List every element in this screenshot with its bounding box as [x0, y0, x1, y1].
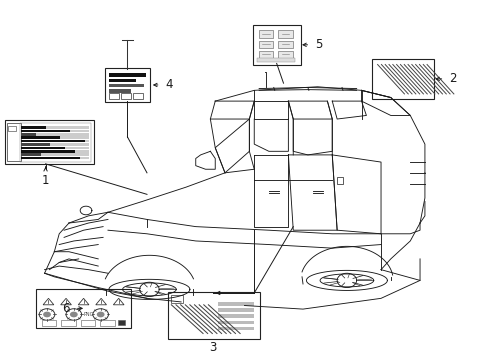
Text: 4: 4: [165, 78, 173, 91]
Bar: [217, 315, 254, 318]
Bar: [118, 320, 125, 325]
FancyBboxPatch shape: [371, 59, 433, 99]
FancyBboxPatch shape: [6, 123, 21, 161]
Bar: [21, 147, 65, 149]
Circle shape: [43, 312, 51, 318]
Bar: [21, 130, 89, 132]
Circle shape: [70, 312, 78, 318]
Bar: [21, 150, 89, 153]
Bar: [21, 147, 89, 149]
FancyBboxPatch shape: [278, 41, 292, 48]
FancyBboxPatch shape: [278, 50, 292, 58]
FancyBboxPatch shape: [8, 126, 16, 131]
Bar: [21, 136, 60, 139]
FancyBboxPatch shape: [133, 93, 143, 99]
FancyBboxPatch shape: [109, 93, 119, 99]
Bar: [217, 327, 254, 330]
Bar: [217, 309, 254, 312]
Circle shape: [97, 312, 104, 318]
Text: 6: 6: [62, 302, 70, 315]
FancyBboxPatch shape: [278, 31, 292, 39]
FancyBboxPatch shape: [258, 41, 273, 48]
Bar: [21, 133, 36, 135]
Text: 5: 5: [315, 38, 322, 51]
Bar: [257, 58, 295, 62]
Bar: [21, 136, 89, 139]
FancyBboxPatch shape: [121, 93, 131, 99]
Text: 2: 2: [448, 72, 456, 85]
Bar: [21, 153, 89, 156]
FancyBboxPatch shape: [41, 320, 56, 325]
FancyBboxPatch shape: [252, 25, 300, 64]
Bar: [21, 130, 70, 132]
Text: PNG: PNG: [83, 312, 94, 317]
Bar: [21, 143, 50, 146]
Bar: [217, 302, 254, 306]
Bar: [109, 84, 143, 87]
FancyBboxPatch shape: [100, 320, 115, 325]
Bar: [109, 78, 136, 82]
Bar: [21, 126, 89, 129]
Bar: [21, 140, 84, 142]
FancyBboxPatch shape: [258, 50, 273, 58]
Bar: [21, 157, 80, 159]
FancyBboxPatch shape: [81, 320, 95, 325]
FancyBboxPatch shape: [170, 295, 182, 303]
Bar: [109, 73, 146, 77]
Bar: [21, 150, 75, 153]
FancyBboxPatch shape: [5, 121, 94, 164]
FancyBboxPatch shape: [336, 177, 343, 184]
Bar: [109, 89, 131, 93]
Bar: [21, 126, 45, 129]
FancyBboxPatch shape: [36, 289, 131, 328]
FancyBboxPatch shape: [258, 31, 273, 39]
Bar: [21, 143, 89, 146]
Bar: [21, 153, 41, 156]
Bar: [21, 157, 89, 159]
Bar: [217, 320, 254, 324]
FancyBboxPatch shape: [167, 292, 260, 338]
FancyBboxPatch shape: [104, 68, 150, 102]
Bar: [21, 140, 89, 142]
FancyBboxPatch shape: [61, 320, 76, 325]
Text: 1: 1: [41, 174, 49, 186]
Bar: [21, 133, 89, 135]
Text: 3: 3: [209, 341, 216, 354]
